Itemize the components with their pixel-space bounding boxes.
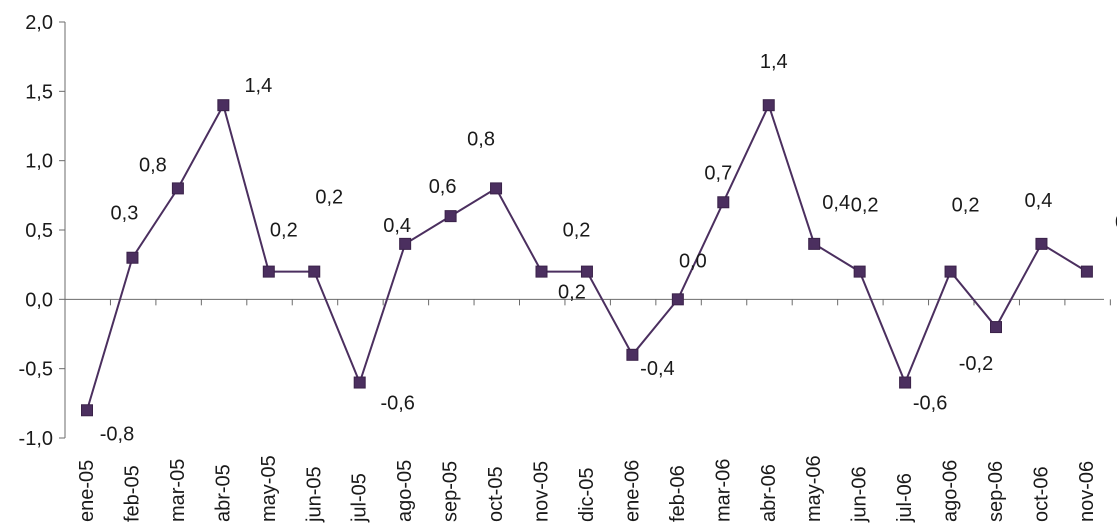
data-label: 0,2 xyxy=(851,195,879,217)
data-point-marker xyxy=(353,376,366,389)
data-label: 0,2 xyxy=(270,220,298,242)
data-label: 0,7 xyxy=(704,162,732,184)
x-tick-label: mar-06 xyxy=(712,459,734,522)
y-tick-label: -0,5 xyxy=(19,359,53,381)
data-point-marker xyxy=(308,265,321,278)
series-line xyxy=(86,102,1088,411)
data-point-marker xyxy=(1080,265,1093,278)
data-label: 0,0 xyxy=(679,250,707,272)
x-tick-label: oct-06 xyxy=(1030,466,1052,522)
x-axis: ene-05 feb-05 mar-05 abr-05 may-05 jun-05 jul-… xyxy=(64,298,1111,523)
data-label: -0,6 xyxy=(913,393,947,415)
x-tick-label: mar-05 xyxy=(167,459,189,522)
data-label: 0,2 xyxy=(558,282,586,304)
y-tick-label: 0,0 xyxy=(25,289,53,311)
x-tick-label: ene-06 xyxy=(621,460,643,522)
data-point-marker xyxy=(444,210,457,223)
data-point-marker xyxy=(808,237,821,250)
x-tick-label: abr-05 xyxy=(212,464,234,522)
x-tick-label: sep-06 xyxy=(985,461,1007,522)
data-label: -0,8 xyxy=(100,423,134,445)
data-label: 0,8 xyxy=(139,154,167,176)
x-tick-label: nov-05 xyxy=(531,461,553,522)
data-point-marker xyxy=(717,196,730,209)
data-label: -0,6 xyxy=(380,393,414,415)
data-label: 0,4 xyxy=(383,215,411,237)
data-point-marker xyxy=(899,376,912,389)
data-point-marker xyxy=(671,293,684,306)
data-point-marker xyxy=(490,182,503,195)
data-point-marker xyxy=(944,265,957,278)
data-markers xyxy=(81,99,1093,417)
x-tick-label: may-05 xyxy=(258,455,280,522)
series-polyline xyxy=(86,102,1088,411)
y-tick-label: 0,5 xyxy=(25,220,53,242)
y-tick-label: 1,0 xyxy=(25,151,53,173)
data-point-marker xyxy=(81,404,93,417)
x-tick-label: dic-05 xyxy=(576,468,598,522)
data-label: 0,6 xyxy=(429,176,457,198)
data-label: 0,2 xyxy=(1115,212,1117,234)
data-label: 0,8 xyxy=(467,128,495,150)
x-tick-label: jul-06 xyxy=(894,473,916,523)
x-tick-label: ene-05 xyxy=(76,460,98,522)
data-point-marker xyxy=(399,237,412,250)
data-label: -0,2 xyxy=(959,353,993,375)
data-labels: -0,8 0,3 0,8 1,4 0,2 0,2 -0,6 0,4 0,6 0,8 0,2 0,2 -0… xyxy=(100,51,1117,445)
data-point-marker xyxy=(626,348,639,361)
x-tick-label: jun-05 xyxy=(303,466,325,523)
data-point-marker xyxy=(126,251,139,264)
data-point-marker xyxy=(762,99,775,112)
data-label: 1,4 xyxy=(244,75,272,97)
x-tick-label: ago-06 xyxy=(940,460,962,522)
data-label: 1,4 xyxy=(760,51,788,73)
x-tick-label: nov-06 xyxy=(1076,461,1098,522)
data-label: 0,3 xyxy=(111,203,139,225)
x-tick-label: oct-05 xyxy=(485,466,507,522)
x-tick-label: may-06 xyxy=(803,455,825,522)
x-tick-label: abr-06 xyxy=(758,464,780,522)
data-label: 0,2 xyxy=(563,220,591,242)
data-label: 0,4 xyxy=(822,192,850,214)
x-tick-label: ago-05 xyxy=(394,460,416,522)
x-tick-label: sep-05 xyxy=(440,461,462,522)
data-point-marker xyxy=(217,99,230,112)
data-label: -0,4 xyxy=(640,358,674,380)
data-point-marker xyxy=(1035,237,1048,250)
y-tick-label: 2,0 xyxy=(25,12,53,34)
y-axis: 2,0 1,5 1,0 0,5 0,0 -0,5 -1,0 xyxy=(19,12,66,450)
x-tick-label: jun-06 xyxy=(849,466,871,523)
data-point-marker xyxy=(535,265,548,278)
data-point-marker xyxy=(580,265,593,278)
data-label: 0,4 xyxy=(1025,190,1053,212)
data-label: 0,2 xyxy=(952,195,980,217)
x-tick-label: feb-06 xyxy=(667,465,689,522)
data-point-marker xyxy=(853,265,866,278)
data-point-marker xyxy=(171,182,184,195)
y-tick-label: -1,0 xyxy=(19,428,53,450)
y-tick-label: 1,5 xyxy=(25,81,53,103)
x-tick-label: feb-05 xyxy=(121,465,143,522)
data-label: 0,2 xyxy=(315,187,343,209)
x-tick-label: jul-05 xyxy=(349,473,371,523)
data-point-marker xyxy=(262,265,275,278)
data-point-marker xyxy=(990,321,1002,334)
